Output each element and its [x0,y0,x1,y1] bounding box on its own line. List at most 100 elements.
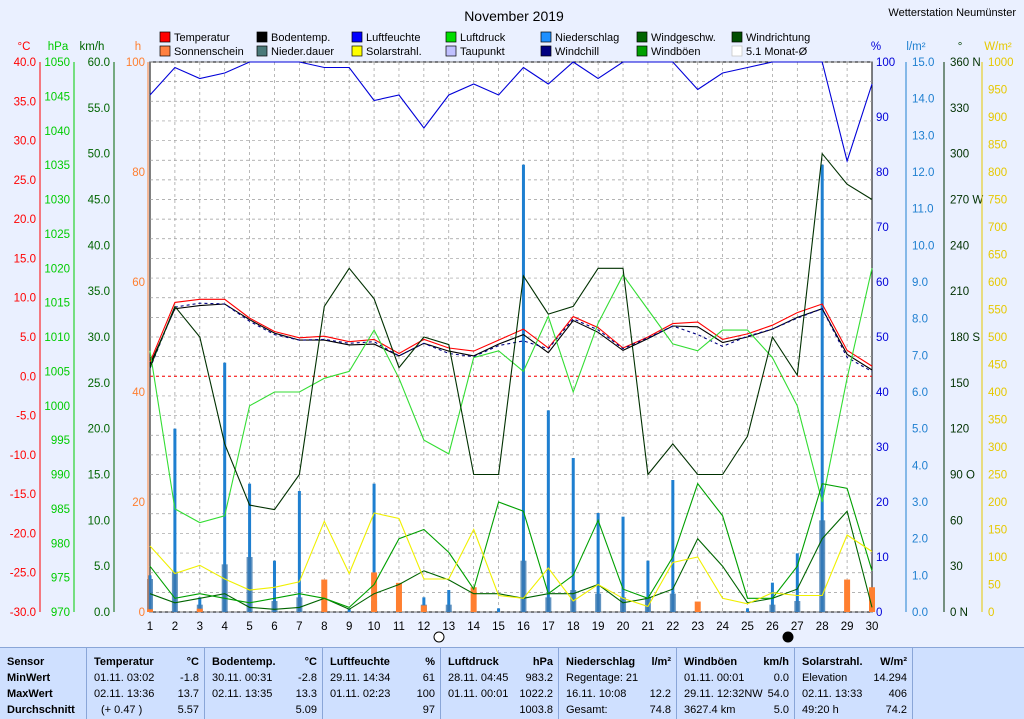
statistics-table: Sensor MinWert MaxWert Durchschnitt Temp… [0,647,1024,719]
axes: 40.035.030.025.020.015.010.05.00.0-5.0-1… [10,57,1014,633]
bar [147,609,153,612]
tick-label: 2.0 [912,534,928,546]
tick-label: 25.0 [88,378,110,390]
tick-label: 150 [988,525,1007,537]
stats-header: Luftfeuchte [330,656,390,668]
tick-label: 3.0 [912,497,928,509]
tick-label: 800 [988,167,1007,179]
tick-label: 700 [988,222,1007,234]
bar [221,564,228,612]
tick-label: 30.0 [14,136,36,148]
stats-header: Niederschlag [566,656,636,668]
bar [497,608,501,612]
x-tick-label: 25 [741,621,754,633]
series-line [149,302,873,373]
stats-sun-hours: 49:20 h [802,704,839,716]
stats-elevation-label: Elevation [802,672,848,684]
stats-col-humidity: Luftfeuchte % 29.11. 14:34 61 01.11. 02:… [323,648,441,719]
unit-hours: h [135,41,141,53]
bar [422,597,426,612]
tick-label: 60 [132,277,145,289]
stats-max-time: 01.11. 00:01 [448,688,509,700]
station-name: Wetterstation Neumünster [888,7,1016,19]
tick-label: 5.0 [20,332,36,344]
bar [545,597,552,612]
tick-label: 10 [876,552,889,564]
tick-label: 400 [988,387,1007,399]
legend-label: Taupunkt [460,46,505,58]
tick-label: 240 [950,240,969,252]
tick-label: 500 [988,332,1007,344]
tick-label: 150 [950,378,969,390]
stats-min-time: 28.11. 04:45 [448,672,509,684]
stats-avg-value: 5.57 [177,704,199,716]
legend-label: 5.1 Monat-Ø [746,46,808,58]
tick-label: 1050 [44,57,70,69]
bar [147,579,153,612]
tick-label: 10.0 [912,240,934,252]
bar [546,410,550,612]
stats-distance: 3627.4 km [684,704,736,716]
tick-label: 200 [988,497,1007,509]
bar [171,571,178,612]
tick-label: 900 [988,112,1007,124]
legend-swatch [159,45,171,57]
bar [671,480,675,612]
tick-label: -10.0 [10,450,36,462]
tick-label: 40 [876,387,889,399]
stats-max-time: 02.11. 13:33 [802,688,863,700]
tick-label: 35.0 [88,286,110,298]
tick-label: 60.0 [88,57,110,69]
tick-label: 30 [950,561,963,573]
tick-label: 0 [988,607,994,619]
unit-humidity: % [871,41,881,53]
bar [819,520,826,612]
legend-swatch [159,31,171,43]
legend-swatch [636,45,648,57]
tick-label: 6.0 [912,387,928,399]
series-line [149,152,873,511]
legend-swatch [540,31,552,43]
tick-label: 1045 [44,91,70,103]
tick-label: 995 [51,435,70,447]
tick-label: 45.0 [88,195,110,207]
stats-min-value: 983.2 [525,672,553,684]
bar [769,604,776,612]
stats-header: Bodentemp. [212,656,276,668]
tick-label: 985 [51,504,70,516]
tick-label: 10.0 [88,515,110,527]
stats-max-label: MaxWert [7,688,53,700]
bar [198,597,202,612]
tick-label: 5.0 [94,561,110,573]
stats-min-value: -1.8 [180,672,199,684]
tick-label: 35.0 [14,96,36,108]
tick-label: 300 [988,442,1007,454]
stats-max-time: 02.11. 13:35 [212,688,273,700]
tick-label: 50 [876,332,889,344]
tick-label: 9.0 [912,277,928,289]
x-tick-label: 1 [147,621,153,633]
tick-label: 10.0 [14,293,36,305]
bar [347,608,351,612]
bar [173,428,177,612]
tick-label: 60 [950,515,963,527]
tick-label: 1035 [44,160,70,172]
tick-label: 8.0 [912,314,928,326]
stats-total-value: 74.8 [649,704,671,716]
stats-min-time: 30.11. 00:31 [212,672,273,684]
tick-label: 990 [51,470,70,482]
tick-label: 25.0 [14,175,36,187]
unit-pressure: hPa [48,41,69,53]
stats-unit: W/m² [880,656,907,668]
legend-swatch [540,45,552,57]
x-tick-label: 27 [791,621,804,633]
tick-label: 80 [876,167,889,179]
x-tick-label: 7 [296,621,302,633]
tick-label: 300 [950,149,969,161]
tick-label: 50.0 [88,149,110,161]
tick-label: 14.0 [912,94,934,106]
weather-chart: 40.035.030.025.020.015.010.05.00.0-5.0-1… [10,7,1016,643]
tick-label: 120 [950,424,969,436]
stats-min-label: MinWert [7,672,51,684]
bar [271,601,278,612]
